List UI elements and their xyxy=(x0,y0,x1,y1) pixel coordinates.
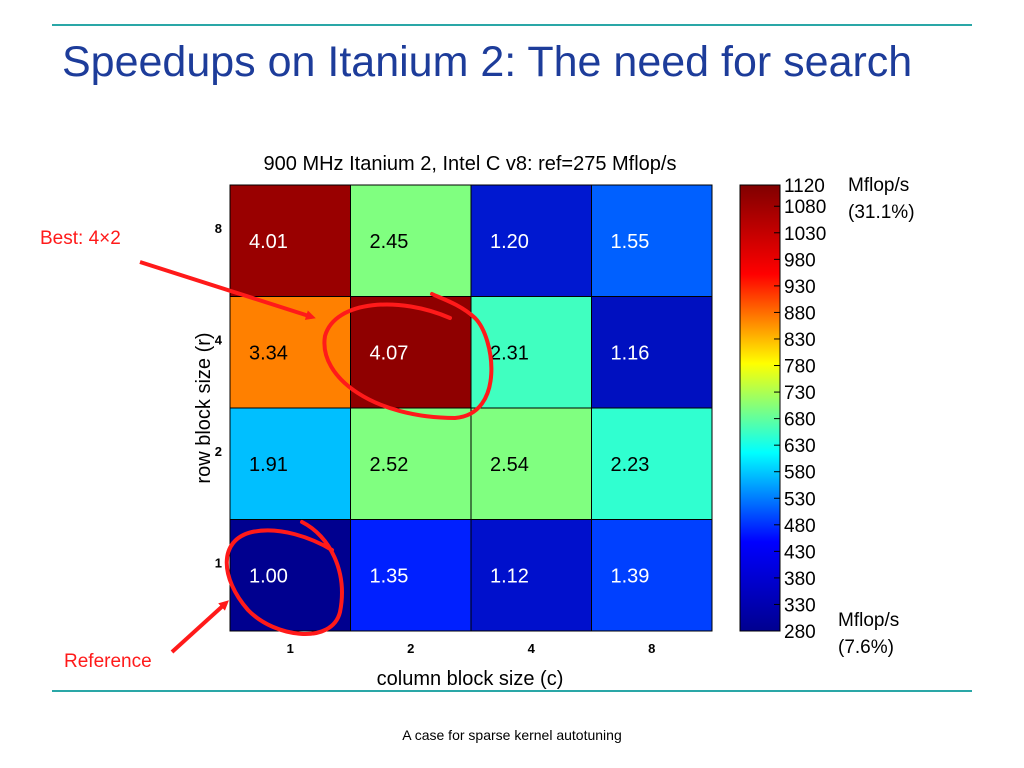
cell-value-label: 1.39 xyxy=(611,565,650,587)
footer-text: A case for sparse kernel autotuning xyxy=(402,727,622,743)
colorbar-tick-label: 530 xyxy=(784,489,816,510)
heatmap-cell xyxy=(591,296,713,409)
colorbar-tick-label: 780 xyxy=(784,357,816,378)
cell-value-label: 2.23 xyxy=(611,454,650,476)
colorbar-tick-label: 1080 xyxy=(784,197,826,218)
x-tick-label: 2 xyxy=(407,641,414,656)
cell-value-label: 4.07 xyxy=(370,342,409,364)
heatmap-cell xyxy=(470,407,592,520)
max-mflops-unit: Mflop/s xyxy=(848,175,910,196)
colorbar-tick-label: 730 xyxy=(784,383,816,404)
min-mflops-percent: (7.6%) xyxy=(838,637,894,658)
heatmap-cell xyxy=(350,296,472,409)
cell-value-labels: 1.00 1.35 1.12 1.39 1.91 2.52 2.54 2.23 3.34 4.07… xyxy=(249,231,649,588)
colorbar-tick-label: 430 xyxy=(784,542,816,563)
cell-value-label: 1.91 xyxy=(249,454,288,476)
cell-value-label: 1.35 xyxy=(370,565,409,587)
y-tick-label: 2 xyxy=(215,444,222,459)
heatmap-cell xyxy=(229,296,351,409)
heatmap-cell xyxy=(591,184,713,297)
y-tick-label: 1 xyxy=(215,555,222,570)
colorbar-tick-label: 280 xyxy=(784,622,816,643)
max-mflops-percent: (31.1%) xyxy=(848,202,915,223)
colorbar-tick-label: 380 xyxy=(784,569,816,590)
heatmap-cell xyxy=(350,519,472,632)
heatmap-cell xyxy=(470,184,592,297)
cell-value-label: 1.16 xyxy=(611,342,650,364)
y-tick-label: 4 xyxy=(215,332,223,347)
colorbar-tick-label: 930 xyxy=(784,277,816,298)
best-arrow xyxy=(139,260,316,320)
colorbar-tick-label: 330 xyxy=(784,595,816,616)
cell-value-label: 3.34 xyxy=(249,342,288,364)
cell-value-label: 2.54 xyxy=(490,454,529,476)
y-axis-label: row block size (r) xyxy=(193,332,215,483)
best-label: Best: 4×2 xyxy=(40,228,121,249)
colorbar-tick-label: 880 xyxy=(784,303,816,324)
min-mflops-unit: Mflop/s xyxy=(838,610,900,631)
cell-value-label: 1.00 xyxy=(249,565,288,587)
cell-value-label: 2.31 xyxy=(490,342,529,364)
x-axis-label: column block size (c) xyxy=(377,668,564,690)
cell-value-label: 1.12 xyxy=(490,565,529,587)
heatmap-cell xyxy=(591,407,713,520)
cell-value-label: 4.01 xyxy=(249,231,288,253)
heatmap-cells xyxy=(229,184,713,632)
cell-value-label: 2.45 xyxy=(370,231,409,253)
colorbar-tick-label: 580 xyxy=(784,463,816,484)
y-tick-labels: 1 2 4 8 xyxy=(215,221,223,571)
cell-value-label: 1.20 xyxy=(490,231,529,253)
colorbar-tick-label: 630 xyxy=(784,436,816,457)
max-mflops-note: Mflop/s (31.1%) xyxy=(848,172,915,226)
y-tick-label: 8 xyxy=(215,221,222,236)
min-mflops-note: Mflop/s (7.6%) xyxy=(838,607,899,661)
colorbar-tick-label: 480 xyxy=(784,516,816,537)
heatmap-cell xyxy=(229,184,351,297)
colorbar-tick-label: 1030 xyxy=(784,224,826,245)
colorbar-tick-label: 980 xyxy=(784,250,816,271)
x-tick-labels: 1 2 4 8 xyxy=(287,641,656,656)
x-tick-label: 4 xyxy=(528,641,536,656)
colorbar-tick-label: 830 xyxy=(784,330,816,351)
bottom-rule xyxy=(52,690,972,692)
cell-value-label: 2.52 xyxy=(370,454,409,476)
top-rule xyxy=(52,24,972,26)
reference-label: Reference xyxy=(64,651,152,672)
best-circle xyxy=(322,292,494,421)
x-tick-label: 8 xyxy=(648,641,655,656)
colorbar-tick-label: 1120 xyxy=(784,176,825,197)
colorbar xyxy=(739,184,781,632)
reference-circle xyxy=(224,520,344,636)
cell-value-label: 1.55 xyxy=(611,231,650,253)
colorbar-tick-label: 680 xyxy=(784,410,816,431)
reference-arrow xyxy=(170,600,229,654)
chart-title: 900 MHz Itanium 2, Intel C v8: ref=275 M… xyxy=(264,153,677,175)
heatmap-cell xyxy=(350,184,472,297)
x-tick-label: 1 xyxy=(287,641,294,656)
slide-title: Speedups on Itanium 2: The need for sear… xyxy=(62,38,913,86)
